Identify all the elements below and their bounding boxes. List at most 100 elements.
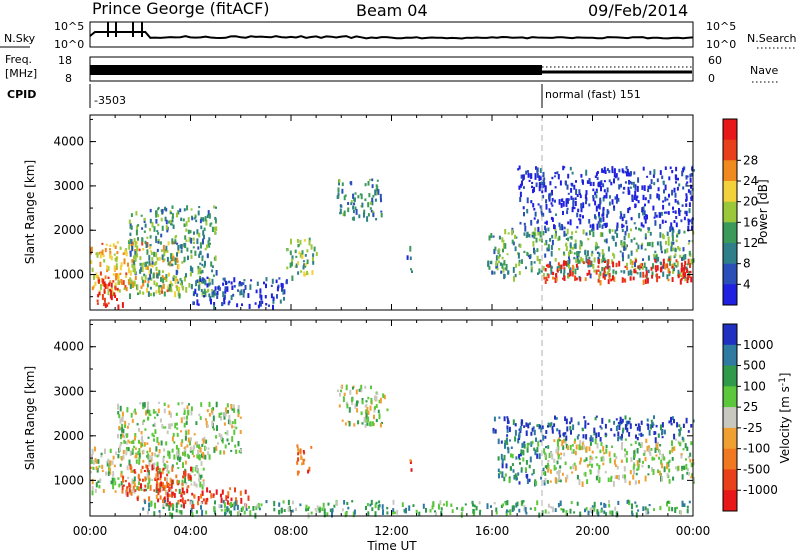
velocity-cell (357, 420, 360, 425)
power-cell (620, 240, 623, 246)
power-cell (151, 261, 154, 265)
velocity-cell (168, 487, 171, 490)
power-cell (195, 219, 198, 223)
freq-unit-label: [MHz] (5, 67, 37, 80)
velocity-cell (583, 416, 586, 419)
power-colorbar-swatch (723, 243, 737, 265)
velocity-cell (216, 425, 218, 431)
power-cell (526, 208, 529, 214)
velocity-cell (647, 511, 650, 514)
power-cell (622, 187, 625, 190)
power-cell (611, 199, 614, 205)
velocity-cell (507, 447, 510, 454)
power-cell (584, 194, 587, 200)
power-cell (625, 166, 628, 170)
velocity-cell (553, 464, 556, 471)
velocity-cell (213, 510, 216, 515)
power-cell (239, 290, 242, 296)
power-cell (409, 256, 412, 261)
power-colorbar-frame (722, 118, 738, 306)
velocity-cell (111, 477, 114, 484)
velocity-cell (635, 504, 638, 508)
power-cell (275, 279, 278, 284)
velocity-cell (690, 476, 693, 479)
power-cell (574, 243, 577, 249)
power-cell (254, 302, 257, 305)
power-cell (563, 275, 566, 281)
velocity-cell (570, 429, 572, 435)
power-cell (116, 298, 118, 301)
velocity-cell (147, 474, 150, 480)
velocity-cell (127, 439, 130, 442)
velocity-cell (115, 451, 118, 455)
velocity-cell (687, 430, 690, 433)
velocity-cell (167, 483, 170, 487)
power-cell (689, 190, 692, 195)
power-cell (112, 280, 115, 283)
power-cell (187, 229, 190, 235)
velocity-cell (560, 452, 563, 456)
power-cell (159, 284, 162, 288)
power-cell (260, 294, 263, 301)
velocity-cell (524, 507, 527, 513)
power-cell (208, 237, 211, 242)
velocity-cell (686, 467, 689, 472)
power-cell (124, 285, 127, 290)
power-cell (649, 185, 652, 190)
velocity-colorbar-tick-label: 25 (743, 400, 758, 414)
power-cell (598, 218, 601, 222)
power-cell (568, 263, 570, 269)
power-cell (191, 217, 194, 221)
power-cell (554, 199, 556, 203)
power-cell (369, 207, 372, 210)
velocity-cell (508, 510, 511, 513)
power-cell (198, 253, 201, 258)
power-cell (172, 276, 175, 282)
velocity-cell (189, 446, 192, 451)
velocity-cell (525, 430, 528, 436)
power-cell (585, 200, 587, 205)
velocity-cell (355, 389, 358, 395)
velocity-cell (506, 425, 509, 430)
power-cell (105, 243, 108, 246)
power-cell (107, 302, 110, 305)
power-cell (674, 248, 677, 252)
velocity-cell (158, 449, 161, 454)
velocity-cell (492, 427, 495, 433)
power-cell (604, 222, 607, 228)
velocity-cell (569, 421, 572, 425)
power-cell (303, 263, 306, 266)
power-cell (208, 282, 211, 285)
velocity-cell (346, 403, 349, 409)
power-cell (545, 199, 548, 204)
velocity-cell (564, 438, 566, 442)
velocity-cell (672, 476, 675, 481)
power-cell (121, 280, 123, 285)
velocity-cell (106, 460, 109, 467)
velocity-cell (678, 429, 681, 432)
power-cell (374, 189, 377, 196)
velocity-cell (205, 439, 208, 444)
power-cell (544, 225, 547, 230)
power-cell (656, 193, 659, 199)
power-cell (186, 205, 189, 211)
power-cell (549, 238, 552, 242)
power-cell (132, 281, 135, 288)
power-cell (598, 252, 601, 257)
velocity-cell (644, 456, 647, 462)
power-cell (230, 281, 233, 285)
power-cell (191, 215, 193, 218)
power-cell (110, 290, 113, 296)
velocity-cell (205, 418, 207, 421)
power-cell (97, 281, 100, 284)
velocity-cell (438, 503, 440, 510)
velocity-cell (632, 466, 635, 471)
velocity-cell (375, 501, 378, 505)
velocity-cell (524, 467, 527, 473)
power-cell (186, 247, 189, 252)
power-cell (558, 235, 561, 241)
power-cell (623, 213, 626, 219)
velocity-cell (605, 444, 608, 448)
power-cell (146, 236, 149, 239)
power-cell (223, 277, 226, 282)
